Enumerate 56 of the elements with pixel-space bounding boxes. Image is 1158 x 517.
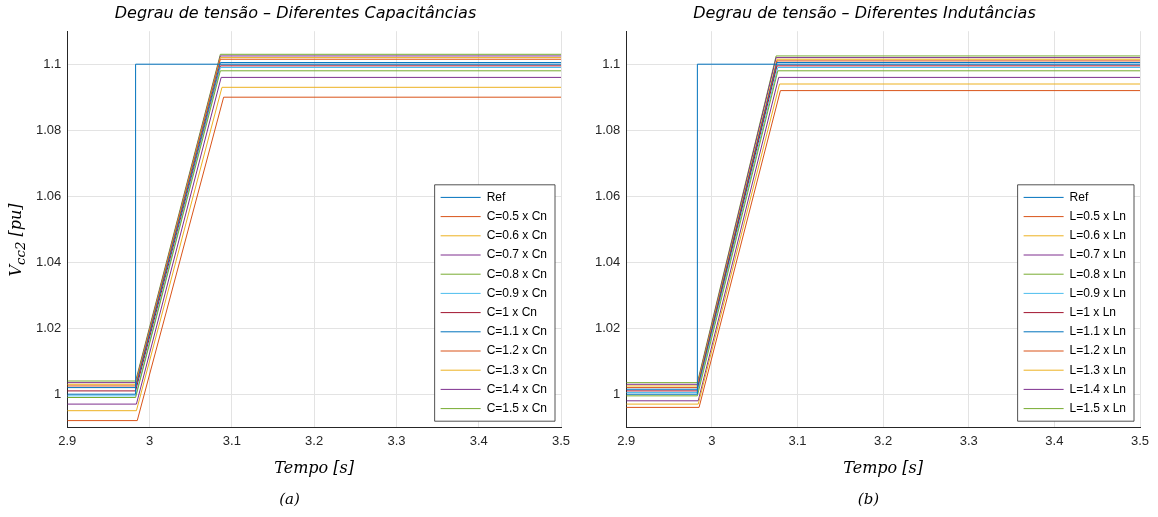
x-tick-label: 3.2	[874, 432, 893, 448]
legend-label: C=0.9 x Cn	[486, 285, 548, 300]
legend-label: C=0.5 x Cn	[486, 208, 548, 223]
legend-label: L=1.2 x Ln	[1069, 343, 1127, 358]
legend-label: C=1.2 x Cn	[486, 343, 548, 358]
text: (b)	[856, 490, 881, 508]
text: (a)	[278, 490, 301, 508]
x-tick-label: 3.4	[1045, 432, 1064, 448]
x-tick-label: 3.3	[959, 432, 978, 448]
x-tick-label: 3	[145, 432, 154, 448]
legend-label: L=1.1 x Ln	[1069, 324, 1127, 339]
legend-label: C=1 x Cn	[486, 304, 537, 319]
legend-label: C=1.1 x Cn	[486, 324, 548, 339]
x-tick-label: 3.1	[788, 432, 807, 448]
legend-label: L=1.5 x Ln	[1069, 400, 1127, 415]
x-axis-title: Tempo [s]	[274, 457, 355, 477]
y-tick-label: 1.02	[594, 319, 621, 335]
y-tick-label: 1.06	[35, 187, 62, 203]
legend-label: C=0.6 x Cn	[486, 228, 548, 243]
legend-label: C=1.4 x Cn	[486, 381, 548, 396]
legend-label: Ref	[486, 189, 506, 204]
x-tick-label: 3.4	[469, 432, 488, 448]
legend-label: C=0.8 x Cn	[486, 266, 548, 281]
legend-label: L=1.3 x Ln	[1069, 362, 1127, 377]
legend-label: Ref	[1069, 189, 1089, 204]
x-tick-label: 3.2	[305, 432, 324, 448]
legend-label: C=1.5 x Cn	[486, 400, 548, 415]
legend-label: L=0.7 x Ln	[1069, 247, 1127, 262]
y-tick-label: 1.08	[35, 121, 62, 137]
x-axis-title: Tempo [s]	[843, 457, 924, 477]
legend-label: L=0.5 x Ln	[1069, 208, 1127, 223]
y-tick-label: 1	[54, 385, 62, 401]
x-tick-label: 3	[708, 432, 716, 448]
y-tick-label: 1.06	[594, 187, 621, 203]
x-tick-label: 3.5	[1130, 432, 1150, 448]
y-tick-label: 1.04	[35, 253, 62, 269]
y-tick-label: 1.1	[43, 55, 62, 71]
legend-label: L=1.4 x Ln	[1069, 381, 1127, 396]
x-tick-label: 3.1	[222, 432, 241, 448]
x-tick-label: 2.9	[58, 432, 77, 448]
y-tick-label: 1.04	[594, 253, 621, 269]
legend-label: L=0.9 x Ln	[1069, 285, 1127, 300]
legend-label: C=1.3 x Cn	[486, 362, 548, 377]
y-tick-label: 1.1	[602, 55, 621, 71]
chart-title: Degrau de tensão – Diferentes Capacitâncias	[114, 2, 477, 22]
y-tick-label: 1.02	[35, 319, 62, 335]
legend-label: L=0.8 x Ln	[1069, 266, 1127, 281]
x-tick-label: 3.3	[387, 432, 406, 448]
legend-label: L=1 x Ln	[1069, 304, 1116, 319]
x-tick-label: 3.5	[551, 432, 571, 448]
chart-title: Degrau de tensão – Diferentes Indutâncias	[693, 2, 1036, 22]
x-tick-label: 2.9	[617, 432, 636, 448]
legend-label: L=0.6 x Ln	[1069, 228, 1127, 243]
y-tick-label: 1.08	[594, 121, 621, 137]
legend-label: C=0.7 x Cn	[486, 247, 548, 262]
y-tick-label: 1	[613, 385, 621, 401]
